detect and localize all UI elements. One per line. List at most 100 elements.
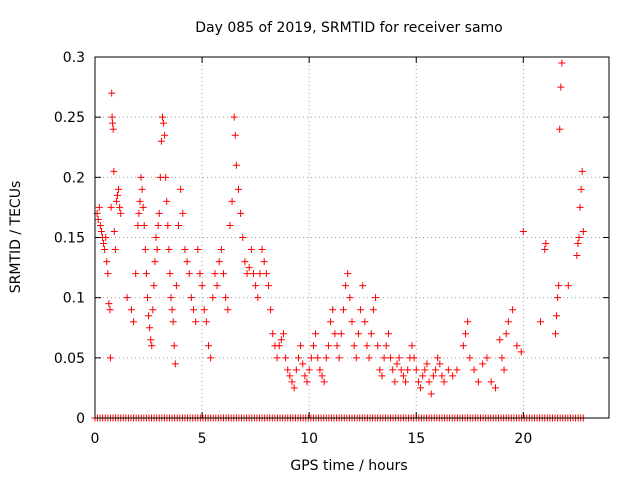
data-point [211, 270, 219, 278]
data-point [179, 209, 187, 217]
data-point [346, 294, 354, 302]
data-point [513, 342, 521, 350]
y-axis-label: SRMTID / TECUs [8, 181, 24, 294]
data-point [286, 372, 294, 380]
data-point [408, 342, 416, 350]
data-point [112, 197, 120, 205]
data-point [554, 294, 562, 302]
data-point [309, 342, 317, 350]
data-point [245, 264, 253, 272]
data-point [487, 378, 495, 386]
data-point [256, 270, 264, 278]
data-point [161, 131, 169, 139]
data-point [134, 221, 142, 229]
data-point [440, 378, 448, 386]
data-point [410, 354, 418, 362]
data-point [305, 366, 313, 374]
data-point [331, 330, 339, 338]
data-point [294, 354, 302, 362]
data-point [190, 306, 198, 314]
data-point [324, 342, 332, 350]
data-point [194, 246, 202, 254]
data-point [541, 246, 549, 254]
data-point [339, 306, 347, 314]
data-point [397, 366, 405, 374]
data-point [110, 227, 118, 235]
data-point [574, 240, 582, 248]
data-point [135, 209, 143, 217]
data-point [436, 360, 444, 368]
data-point [517, 348, 525, 356]
data-point [500, 366, 508, 374]
data-point [367, 330, 375, 338]
data-point [94, 215, 102, 223]
data-point [196, 270, 204, 278]
data-point [453, 366, 461, 374]
data-point [137, 173, 145, 181]
data-point [491, 384, 499, 392]
data-point [314, 354, 322, 362]
data-point [185, 270, 193, 278]
data-point [108, 113, 116, 121]
data-point [292, 366, 300, 374]
data-point [462, 330, 470, 338]
data-point [350, 342, 358, 350]
data-point [162, 173, 170, 181]
data-point [578, 167, 586, 175]
data-point [316, 366, 324, 374]
data-point [146, 324, 154, 332]
data-point [354, 330, 362, 338]
data-point [378, 372, 386, 380]
data-point [412, 366, 420, 374]
data-point [215, 258, 223, 266]
data-point [427, 390, 435, 398]
data-point [389, 366, 397, 374]
x-tick-label: 10 [300, 431, 318, 447]
data-point [479, 360, 487, 368]
data-point [132, 270, 140, 278]
data-point [213, 282, 221, 290]
data-point [104, 270, 112, 278]
data-point [536, 318, 544, 326]
data-point [262, 270, 270, 278]
data-point [237, 209, 245, 217]
data-point [109, 125, 117, 133]
data-point [207, 354, 215, 362]
data-point [395, 354, 403, 362]
data-point [96, 221, 104, 229]
data-point [393, 360, 401, 368]
y-tick-label: 0.3 [63, 50, 85, 66]
data-point [163, 197, 171, 205]
data-point [519, 227, 527, 235]
data-point [459, 342, 467, 350]
data-point [577, 185, 585, 193]
data-point [116, 203, 124, 211]
data-point [557, 83, 565, 91]
data-point [279, 330, 287, 338]
data-point [275, 342, 283, 350]
data-point [414, 378, 422, 386]
data-point [432, 366, 440, 374]
data-point [344, 270, 352, 278]
data-point [166, 270, 174, 278]
data-point [312, 330, 320, 338]
data-point [288, 378, 296, 386]
data-point [329, 306, 337, 314]
data-point [160, 119, 168, 127]
data-point [115, 185, 123, 193]
data-point [106, 354, 114, 362]
data-point [504, 318, 512, 326]
data-point [165, 246, 173, 254]
data-point [139, 203, 147, 211]
data-point [558, 59, 566, 67]
data-point [363, 342, 371, 350]
data-point [143, 294, 151, 302]
data-point [123, 294, 131, 302]
data-point [290, 384, 298, 392]
data-point [241, 258, 249, 266]
data-point [384, 330, 392, 338]
data-point [374, 342, 382, 350]
data-point [573, 252, 581, 260]
x-tick-label: 15 [407, 431, 425, 447]
data-point [247, 246, 255, 254]
